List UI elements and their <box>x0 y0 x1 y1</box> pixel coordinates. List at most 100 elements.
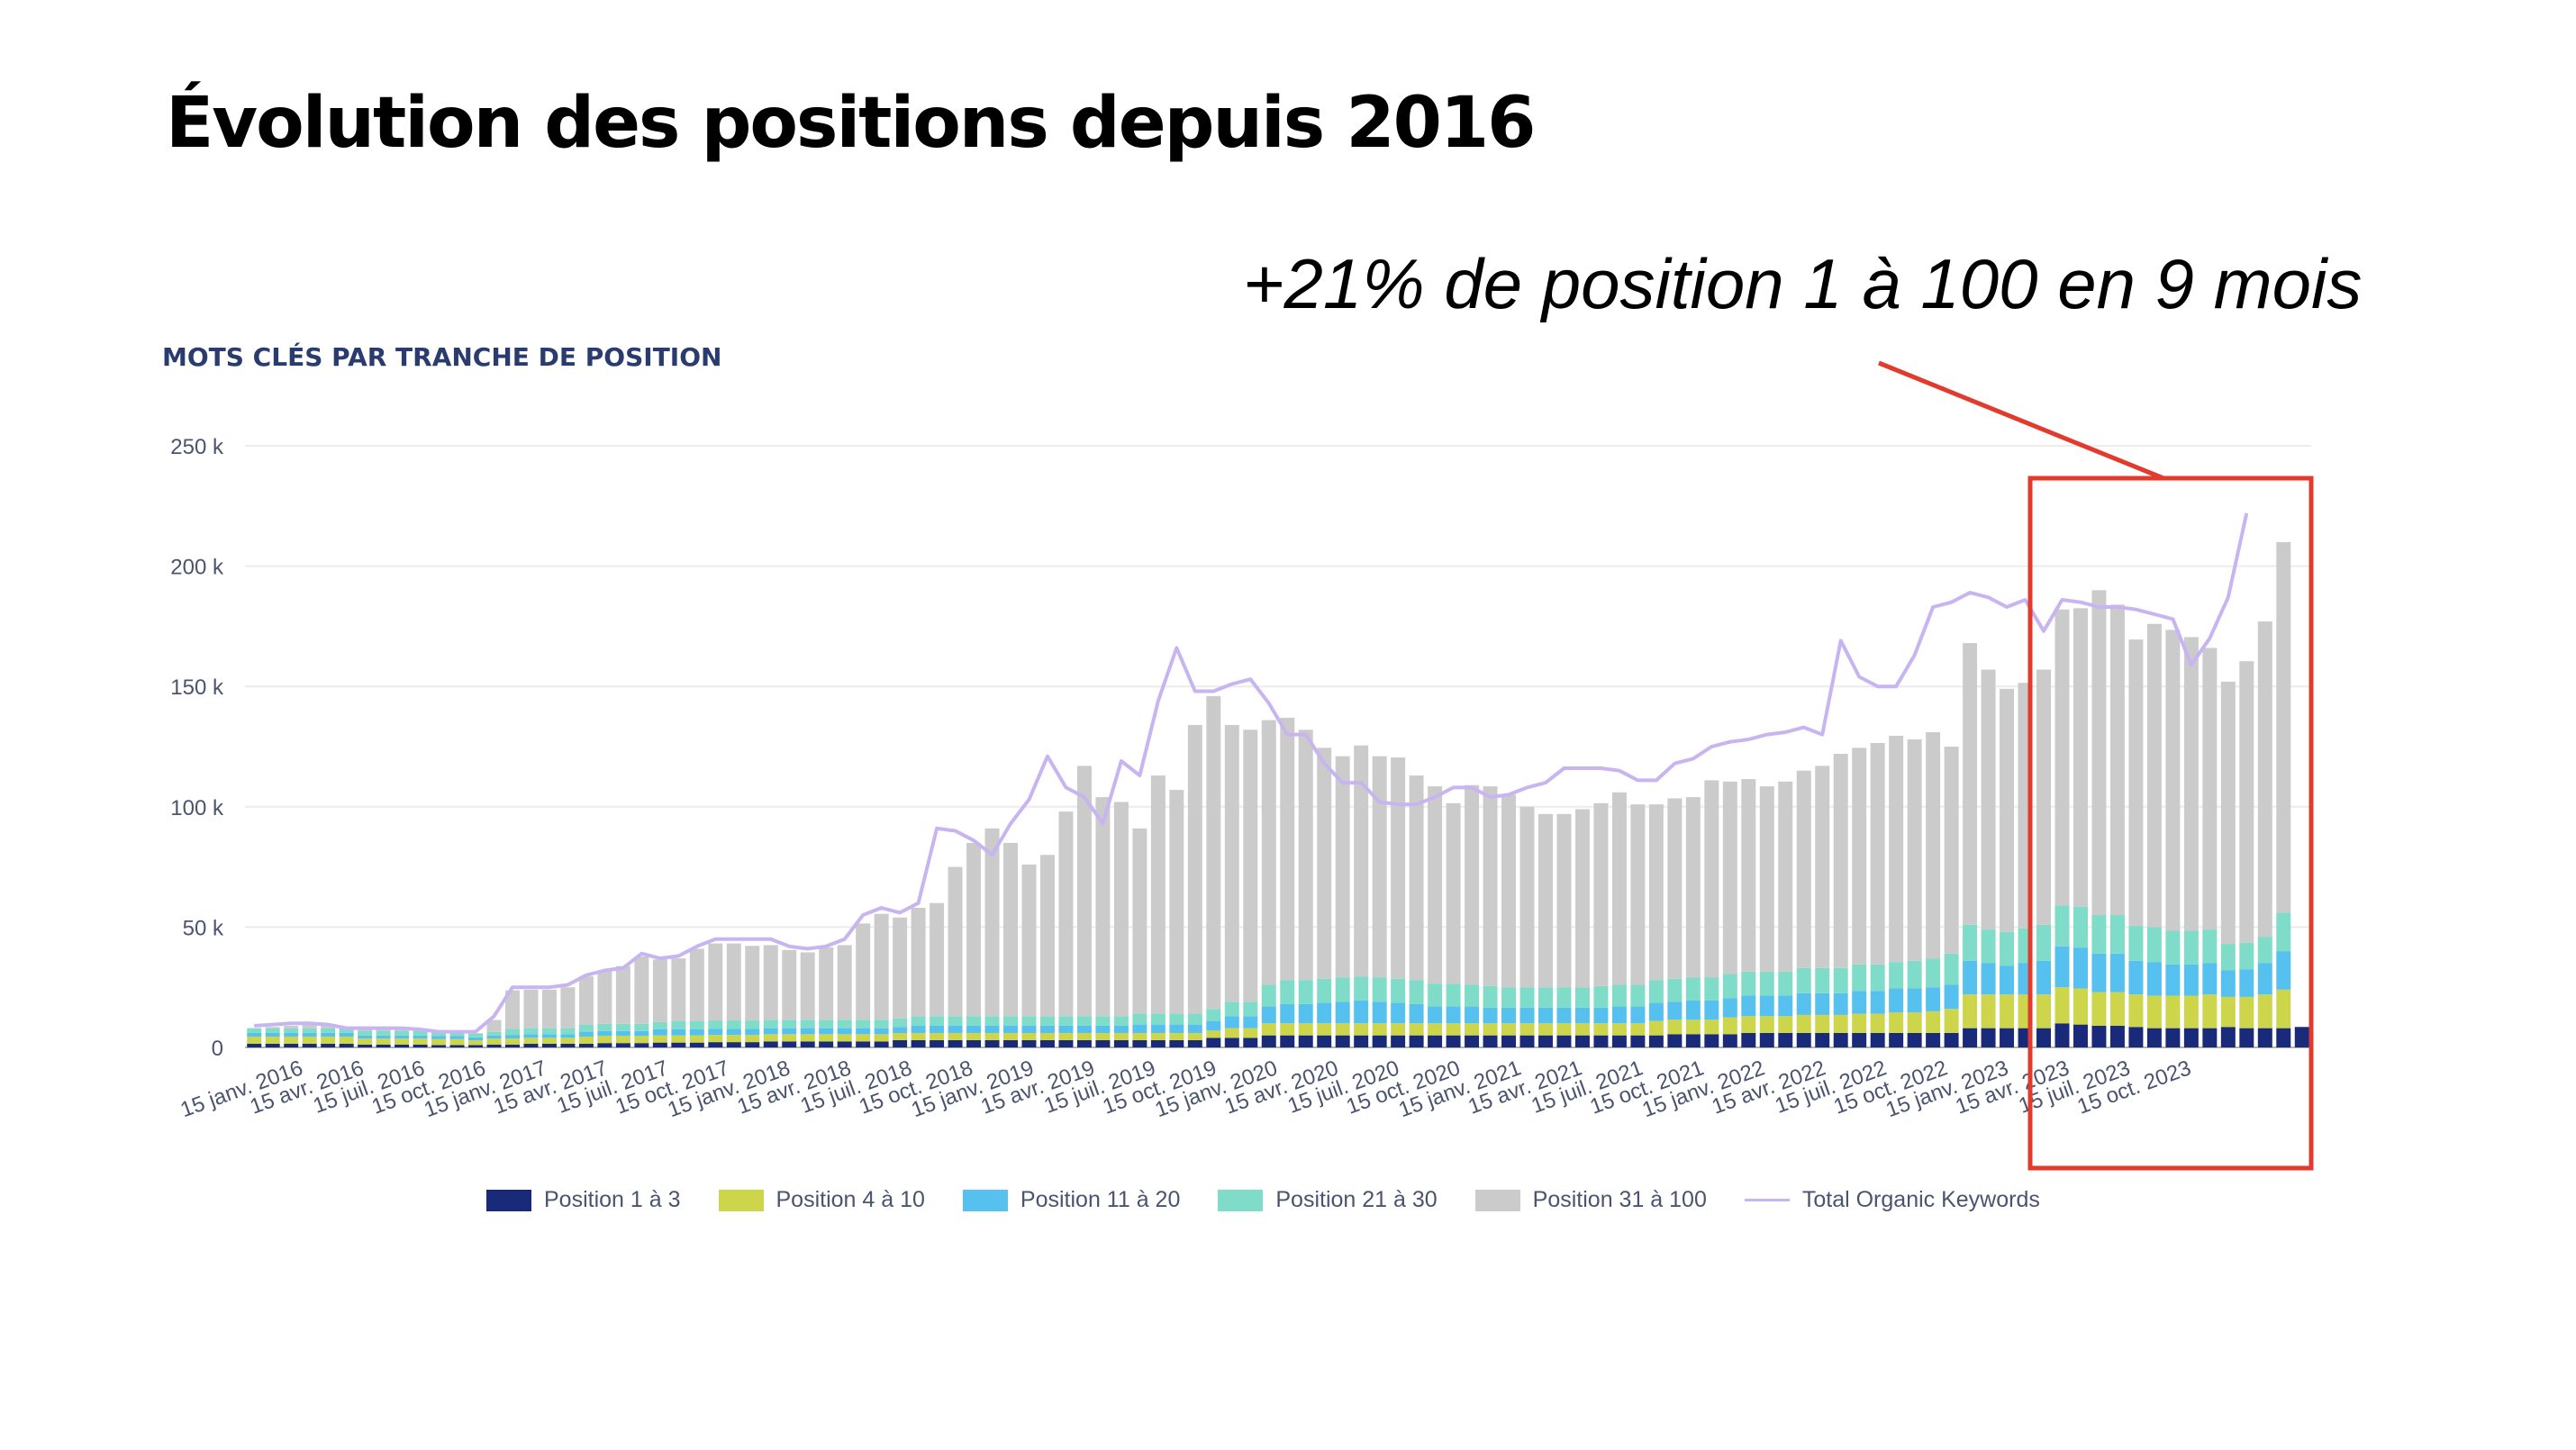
legend-swatch-p31-100 <box>1474 1189 1520 1211</box>
bar-segment <box>486 1035 502 1039</box>
bar-segment <box>1428 983 1443 1007</box>
bar-segment <box>1446 1023 1461 1036</box>
bar-segment <box>763 1028 778 1035</box>
bar-segment <box>1317 1002 1332 1024</box>
bar-segment <box>284 1032 299 1037</box>
bar-segment <box>874 913 889 1020</box>
bar-segment <box>2054 905 2070 947</box>
bar-segment <box>449 1032 465 1037</box>
bar-segment <box>1224 1016 1239 1029</box>
bar-segment <box>1409 1035 1424 1047</box>
bar-segment <box>284 1036 299 1044</box>
bar-segment <box>1852 964 1867 992</box>
bar-segment <box>1667 1001 1683 1020</box>
bar-segment <box>1354 1023 1369 1036</box>
bar-segment <box>652 1029 667 1036</box>
bar-segment <box>2146 927 2162 963</box>
bar-segment <box>2239 969 2254 997</box>
bar-segment <box>1685 1034 1701 1047</box>
bar-segment <box>1907 988 1922 1013</box>
bar-segment <box>1113 1032 1129 1040</box>
bar-segment <box>763 1020 778 1029</box>
bar-segment <box>1243 1016 1258 1029</box>
bar-segment <box>1796 992 1811 1015</box>
bar-segment <box>321 1036 336 1044</box>
bar-segment <box>1889 962 1904 989</box>
bar-segment <box>1280 980 1295 1004</box>
bar-segment <box>1483 1035 1498 1047</box>
bar-segment <box>1556 813 1572 988</box>
bar-segment <box>284 1043 299 1047</box>
bar-segment <box>1574 1007 1590 1024</box>
bar-segment <box>2073 947 2088 989</box>
bar-segment <box>395 1035 410 1039</box>
bar-segment <box>560 1038 576 1044</box>
bar-segment <box>2146 995 2162 1029</box>
bar-segment <box>1611 1023 1627 1036</box>
bar-segment <box>1206 695 1221 1010</box>
bar-segment <box>689 948 704 1021</box>
y-tick-label: 100 k <box>170 796 224 820</box>
bar-segment <box>597 1023 612 1031</box>
bar-segment <box>1722 974 1737 999</box>
bar-segment <box>1963 960 1978 995</box>
bar-segment <box>634 1036 649 1044</box>
bar-segment <box>874 1028 889 1035</box>
bar-segment <box>1722 998 1737 1018</box>
slide-title: Évolution des positions depuis 2016 <box>166 83 1536 164</box>
bar-segment <box>1298 1003 1313 1024</box>
bar-segment <box>486 1038 502 1045</box>
bar-segment <box>1465 1006 1480 1024</box>
bar-segment <box>1648 1035 1664 1047</box>
bar-segment <box>1039 1032 1055 1040</box>
bar-segment <box>560 1043 576 1047</box>
bar-segment <box>413 1035 428 1039</box>
bar-segment <box>782 949 797 1020</box>
bar-segment <box>2036 669 2051 925</box>
legend-item-p1-3: Position 1 à 3 <box>486 1187 681 1213</box>
bar-segment <box>1815 967 1830 993</box>
bar-segment <box>284 1025 299 1029</box>
bar-segment <box>302 1043 317 1047</box>
bar-segment <box>800 1020 815 1029</box>
bar-segment <box>2165 1028 2181 1047</box>
bar-segment <box>1224 724 1239 1002</box>
bar-segment <box>358 1035 373 1039</box>
bar-segment <box>726 1029 741 1036</box>
bar-segment <box>321 1025 336 1029</box>
bar-segment <box>948 1032 963 1040</box>
bar-segment <box>1722 781 1737 974</box>
bar-segment <box>247 1028 262 1033</box>
bar-segment <box>1224 1028 1239 1038</box>
bar-segment <box>1501 1035 1517 1047</box>
bar-segment <box>1298 980 1313 1004</box>
bar-segment <box>395 1044 410 1047</box>
bar-segment <box>523 1028 539 1035</box>
bar-segment <box>893 1032 908 1040</box>
legend-swatch-p11-20 <box>962 1189 1008 1211</box>
bar-segment <box>1391 1002 1406 1024</box>
chart-legend: Position 1 à 3 Position 4 à 10 Position … <box>486 1187 2040 1213</box>
bar-segment <box>302 1032 317 1037</box>
bar-segment <box>726 1042 741 1047</box>
bar-segment <box>321 1028 336 1033</box>
bar-segment <box>578 976 594 1025</box>
bar-segment <box>966 1025 982 1033</box>
bar-segment <box>652 959 667 1022</box>
bar-segment <box>449 1036 465 1039</box>
bar-segment <box>2165 964 2181 996</box>
bar-segment <box>1759 1032 1774 1047</box>
bar-segment <box>819 1028 834 1035</box>
bar-segment <box>911 1032 926 1040</box>
bar-segment <box>1611 792 1627 985</box>
bar-segment <box>1963 994 1978 1029</box>
bar-segment <box>671 1020 686 1029</box>
bar-segment <box>2128 639 2144 927</box>
bar-segment <box>782 1020 797 1029</box>
bar-segment <box>1372 977 1387 1002</box>
bar-segment <box>2165 930 2181 965</box>
bar-segment <box>1870 1013 1885 1033</box>
bar-segment <box>819 1034 834 1042</box>
bar-segment <box>2091 915 2107 954</box>
bar-segment <box>708 943 723 1021</box>
